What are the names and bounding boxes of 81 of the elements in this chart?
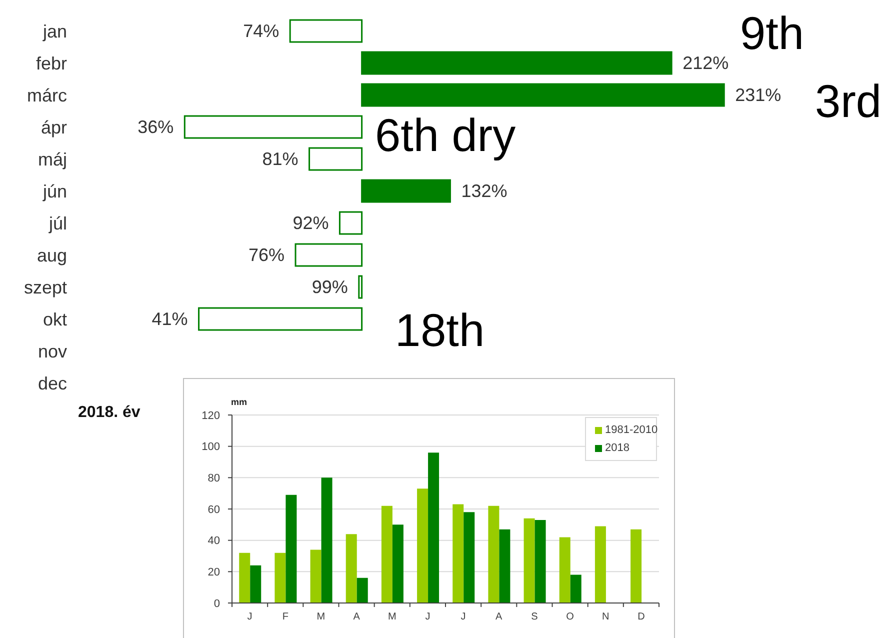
bar: [346, 534, 357, 603]
legend-label: 2018: [605, 442, 630, 454]
x-tick-label: M: [316, 612, 326, 622]
y-tick-label: ápr: [40, 117, 68, 138]
x-tick-label: S: [531, 612, 538, 622]
y-tick-label: nov: [38, 341, 67, 362]
bar: [250, 565, 262, 603]
y-tick-label: máj: [38, 149, 67, 170]
bar: [356, 578, 368, 603]
bar: [594, 526, 606, 603]
bar: [274, 552, 286, 603]
y-tick-label: 120: [202, 410, 220, 422]
bar: [392, 524, 404, 603]
bar: [310, 550, 322, 603]
y-tick-label: 100: [202, 441, 220, 454]
bar: [417, 488, 428, 603]
y-tick-label: 60: [208, 504, 220, 516]
bar: [534, 520, 546, 603]
bar: [358, 275, 363, 299]
y-axis-title: mm: [231, 397, 248, 407]
bar: [286, 494, 297, 603]
annotation: 76%: [248, 244, 285, 266]
x-tick-label: M: [388, 612, 396, 622]
y-tick-label: jún: [42, 181, 67, 202]
y-tick-label: 20: [208, 566, 220, 579]
y-tick-label: szept: [24, 277, 67, 298]
y-tick-label: febr: [36, 53, 67, 74]
y-tick-label: 80: [208, 472, 220, 485]
bar: [488, 506, 500, 603]
annotation: 212%: [682, 52, 729, 74]
x-tick-label: J: [247, 612, 252, 622]
bar: [239, 552, 250, 603]
bar: [308, 147, 363, 171]
y-tick-label: 40: [208, 535, 220, 548]
bar: [381, 506, 392, 603]
annotation: 132%: [461, 180, 508, 202]
bar: [452, 504, 464, 603]
x-tick-label: D: [638, 612, 645, 622]
bar: [361, 179, 451, 203]
bar: [289, 19, 363, 43]
x-tick-label: O: [566, 612, 574, 622]
bar: [294, 243, 363, 267]
x-tick-label: N: [602, 612, 610, 622]
bar: [524, 518, 535, 603]
bar: [570, 574, 582, 603]
annotation: 36%: [138, 116, 174, 138]
annotation: 41%: [152, 308, 188, 330]
x-tick-label: A: [496, 612, 503, 622]
y-tick-label: dec: [38, 373, 67, 394]
bar: [198, 307, 363, 331]
annotation: 81%: [262, 148, 298, 170]
bar: [338, 211, 363, 235]
y-tick-label: aug: [36, 245, 67, 266]
annotation: 18th: [395, 304, 485, 356]
bar: [184, 115, 363, 139]
x-tick-label: J: [460, 612, 466, 622]
bar: [559, 537, 570, 603]
chart-title: 2018. év: [78, 404, 140, 422]
bar: [428, 452, 440, 603]
y-tick-label: 0: [214, 598, 220, 610]
text: 9th: [740, 6, 804, 59]
annotation: 6th dry: [375, 108, 516, 161]
y-tick-label: okt: [42, 309, 67, 330]
y-tick-label: júl: [48, 213, 67, 234]
x-tick-label: A: [353, 612, 360, 622]
y-tick-label: jan: [42, 21, 67, 42]
bar: [321, 478, 332, 603]
y-tick-label: márc: [27, 85, 67, 106]
annotation: 74%: [243, 20, 280, 42]
legend-label: 1981-2010: [605, 424, 658, 436]
annotation: 92%: [292, 212, 329, 234]
bar: [630, 529, 642, 603]
bar: [464, 512, 475, 603]
x-tick-label: F: [282, 612, 288, 622]
bar: [499, 529, 510, 603]
bar: [361, 51, 672, 75]
annotation: 99%: [312, 276, 348, 298]
x-tick-label: J: [425, 612, 430, 622]
bar: [361, 83, 725, 107]
text: 3rd: [815, 74, 882, 127]
annotation: 231%: [735, 84, 782, 106]
